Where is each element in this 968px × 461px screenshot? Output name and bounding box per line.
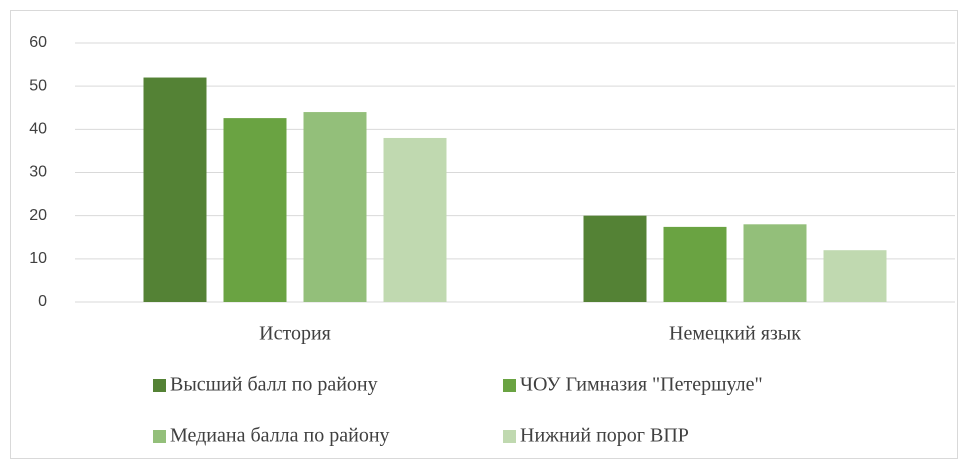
y-tick-label: 40 xyxy=(29,121,47,138)
bar xyxy=(743,224,807,302)
bar xyxy=(303,112,367,302)
legend-swatch xyxy=(503,379,516,392)
legend-label: Медиана балла по району xyxy=(170,425,390,447)
bar xyxy=(383,137,447,302)
bar xyxy=(143,77,207,303)
bar xyxy=(823,250,887,302)
y-tick-label: 30 xyxy=(29,164,47,181)
y-tick-label: 0 xyxy=(38,293,47,310)
legend-label: ЧОУ Гимназия "Петершуле" xyxy=(520,374,763,396)
legend-swatch xyxy=(503,430,516,443)
x-tick-label: История xyxy=(259,323,331,345)
legend-label: Высший балл по району xyxy=(170,374,378,396)
x-tick-label: Немецкий язык xyxy=(669,323,801,345)
legend-label: Нижний порог ВПР xyxy=(520,425,689,447)
bar xyxy=(223,118,287,302)
bar xyxy=(663,226,727,302)
legend-swatch xyxy=(153,379,166,392)
y-tick-label: 20 xyxy=(29,207,47,224)
legend-swatch xyxy=(153,430,166,443)
y-tick-label: 50 xyxy=(29,77,47,94)
y-tick-label: 60 xyxy=(29,34,47,51)
bar xyxy=(583,215,647,302)
y-tick-label: 10 xyxy=(29,250,47,267)
